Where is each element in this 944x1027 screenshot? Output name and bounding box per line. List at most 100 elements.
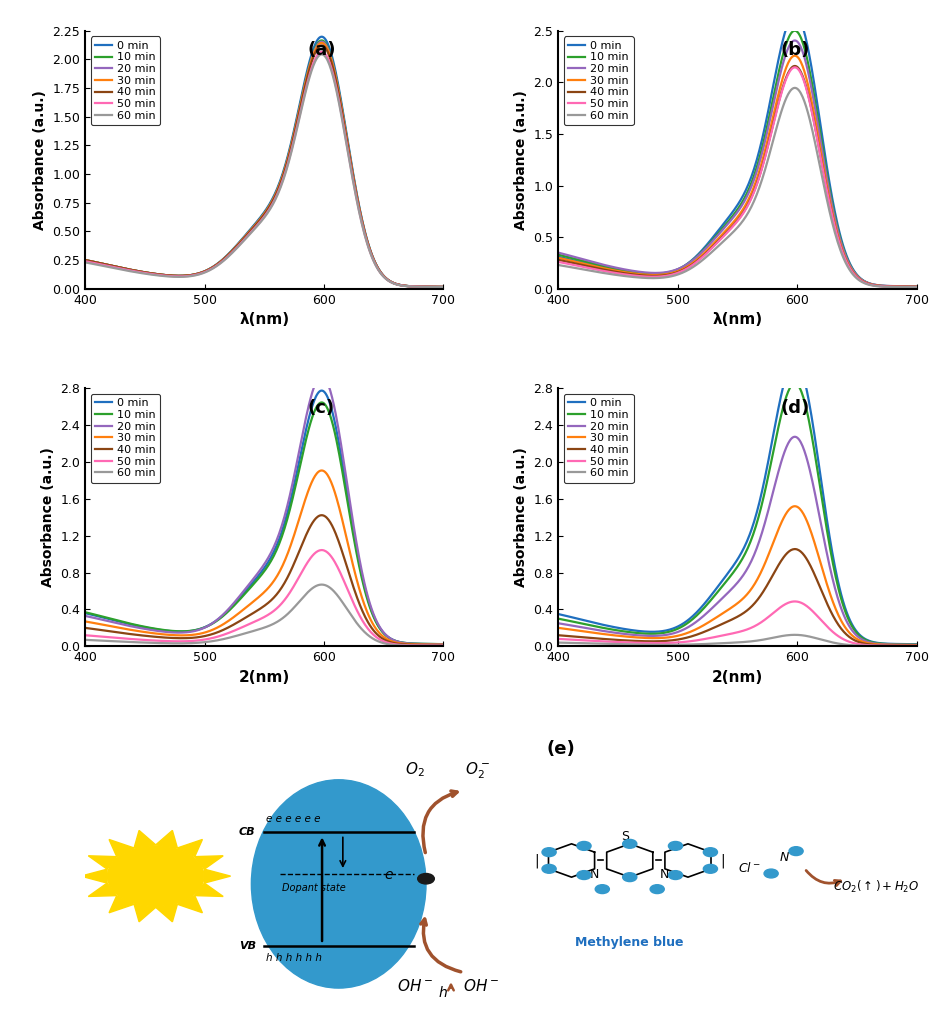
60 min <box>552 637 564 649</box>
50 min <box>221 252 232 264</box>
60 min <box>813 633 824 645</box>
40 min <box>788 60 800 72</box>
Circle shape <box>702 865 716 873</box>
Line: 10 min: 10 min <box>85 403 443 644</box>
0 min <box>315 31 327 43</box>
0 min <box>437 638 448 650</box>
Polygon shape <box>177 896 202 913</box>
10 min <box>811 112 822 124</box>
10 min <box>79 606 91 618</box>
50 min <box>811 610 822 622</box>
40 min <box>694 253 705 265</box>
20 min <box>811 118 822 130</box>
30 min <box>221 616 232 629</box>
20 min <box>813 510 824 523</box>
40 min <box>221 251 232 263</box>
30 min <box>315 464 327 477</box>
60 min <box>788 629 800 641</box>
Polygon shape <box>156 831 177 848</box>
Legend: 0 min, 10 min, 20 min, 30 min, 40 min, 50 min, 60 min: 0 min, 10 min, 20 min, 30 min, 40 min, 5… <box>564 36 632 125</box>
0 min <box>694 246 705 259</box>
Circle shape <box>667 871 682 879</box>
50 min <box>196 267 208 279</box>
10 min <box>668 264 680 276</box>
Line: 50 min: 50 min <box>558 68 916 287</box>
Line: 60 min: 60 min <box>85 584 443 646</box>
0 min <box>813 464 824 477</box>
50 min <box>910 280 921 293</box>
50 min <box>341 137 352 149</box>
50 min <box>196 634 208 646</box>
0 min <box>788 354 800 367</box>
Text: Methylene blue: Methylene blue <box>575 937 683 949</box>
0 min <box>437 280 448 293</box>
20 min <box>221 605 232 617</box>
Legend: 0 min, 10 min, 20 min, 30 min, 40 min, 50 min, 60 min: 0 min, 10 min, 20 min, 30 min, 40 min, 5… <box>91 36 160 125</box>
Line: 50 min: 50 min <box>85 550 443 646</box>
10 min <box>811 466 822 479</box>
50 min <box>668 268 680 280</box>
10 min <box>315 396 327 409</box>
Text: h: h <box>438 986 447 1000</box>
Polygon shape <box>109 839 134 857</box>
10 min <box>777 46 788 59</box>
10 min <box>437 280 448 293</box>
Line: 20 min: 20 min <box>558 436 916 645</box>
30 min <box>196 266 208 278</box>
30 min <box>305 58 316 70</box>
30 min <box>552 252 564 264</box>
20 min <box>788 430 800 443</box>
0 min <box>694 603 705 615</box>
10 min <box>79 254 91 266</box>
20 min <box>341 473 352 486</box>
60 min <box>123 265 134 277</box>
Text: (c): (c) <box>307 398 334 417</box>
50 min <box>221 627 232 640</box>
50 min <box>595 264 606 276</box>
60 min <box>777 630 788 642</box>
20 min <box>813 129 824 142</box>
40 min <box>813 145 824 157</box>
60 min <box>788 82 800 94</box>
20 min <box>694 248 705 260</box>
20 min <box>910 280 921 293</box>
Text: N: N <box>589 868 598 881</box>
10 min <box>813 478 824 490</box>
10 min <box>221 250 232 262</box>
0 min <box>595 618 606 631</box>
Circle shape <box>622 839 636 848</box>
30 min <box>694 621 705 634</box>
40 min <box>341 559 352 571</box>
Text: (e): (e) <box>546 739 575 758</box>
Polygon shape <box>204 869 230 883</box>
30 min <box>221 250 232 262</box>
60 min <box>196 267 208 279</box>
20 min <box>196 622 208 635</box>
0 min <box>305 51 316 64</box>
60 min <box>79 256 91 268</box>
Circle shape <box>108 846 204 906</box>
10 min <box>595 260 606 272</box>
40 min <box>437 639 448 651</box>
30 min <box>910 280 921 293</box>
Line: 40 min: 40 min <box>558 549 916 646</box>
10 min <box>341 490 352 502</box>
30 min <box>595 262 606 274</box>
Circle shape <box>702 847 716 857</box>
10 min <box>910 639 921 651</box>
10 min <box>315 34 327 46</box>
Y-axis label: Absorbance (a.u.): Absorbance (a.u.) <box>33 89 46 230</box>
50 min <box>79 255 91 267</box>
0 min <box>341 483 352 495</box>
50 min <box>79 630 91 642</box>
0 min <box>668 265 680 277</box>
Line: 60 min: 60 min <box>558 635 916 646</box>
Line: 0 min: 0 min <box>558 360 916 644</box>
10 min <box>339 479 350 491</box>
60 min <box>595 266 606 278</box>
20 min <box>305 56 316 69</box>
30 min <box>777 511 788 524</box>
Line: 40 min: 40 min <box>85 45 443 287</box>
20 min <box>79 254 91 266</box>
20 min <box>437 638 448 650</box>
